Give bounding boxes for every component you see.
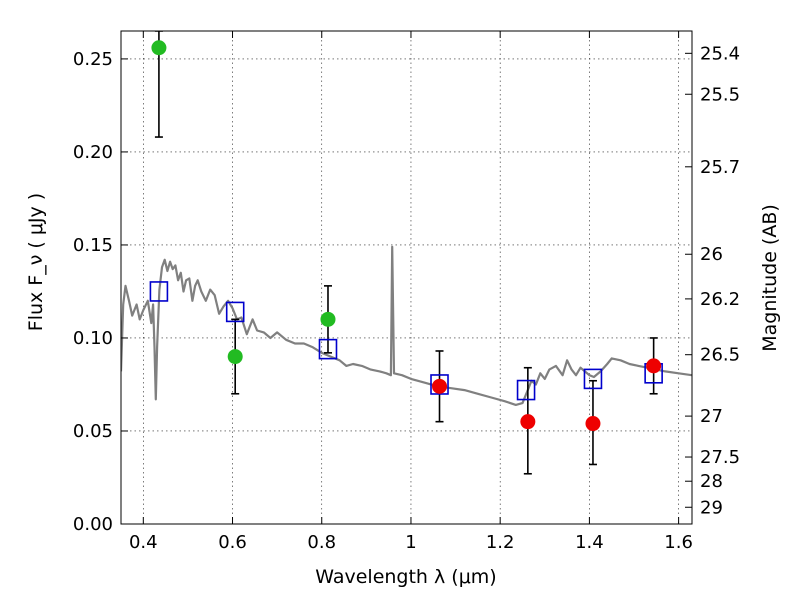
photometry-point [227,349,243,365]
photometry-point [520,414,536,430]
photometry-point [585,416,601,432]
right-tick-label: 26.5 [700,345,740,366]
model-flux-square [516,379,536,401]
x-tick-label: 0.4 [129,532,158,553]
tick-labels: 0.4 0.6 0.8 1 1.2 1.4 1.6 0.00 0.05 0.10 0.15 0.20 0… [73,43,740,553]
x-axis-title: Wavelength λ (μm) [315,566,496,588]
x-tick-label: 0.8 [307,532,336,553]
right-tick-label: 25.4 [700,43,740,64]
right-tick-label: 27 [700,406,723,427]
model-flux-square [430,374,449,395]
right-tick-label: 25.7 [700,157,740,178]
right-tick-label: 26 [700,244,723,265]
right-tick-label: 28 [700,471,723,492]
model-flux-square [583,368,603,390]
photometry-point [432,378,448,394]
photometry-point [320,311,336,327]
photometry-point [646,358,662,374]
y-tick-label: 0.10 [73,328,113,349]
model-flux-square [149,281,169,302]
model-flux-square [318,338,338,360]
right-tick-label: 29 [700,497,723,518]
axes-frame [120,30,693,525]
y-tick-label: 0.05 [73,421,113,442]
y-axis-title: Flux F_ν ( μJy ) [25,193,47,331]
x-tick-label: 1.6 [664,532,693,553]
model-spectrum-line [121,245,692,406]
x-tick-label: 1.4 [575,532,604,553]
right-tick-label: 27.5 [700,447,740,468]
x-tick-label: 1 [405,532,416,553]
plot-content [121,31,692,475]
x-tick-label: 1.2 [486,532,515,553]
right-axis-title: Magnitude (AB) [759,204,781,352]
y-tick-label: 0.00 [73,514,113,535]
x-tick-label: 0.6 [218,532,247,553]
photometry-point [151,40,167,56]
y-tick-label: 0.20 [73,142,113,163]
right-tick-label: 26.2 [700,289,740,310]
right-tick-label: 25.5 [700,84,740,105]
plot-area [121,31,692,475]
model-flux-square [225,301,245,323]
grid [121,31,692,525]
tick-marks [121,31,692,525]
y-tick-label: 0.25 [73,49,113,70]
y-tick-label: 0.15 [73,235,113,256]
